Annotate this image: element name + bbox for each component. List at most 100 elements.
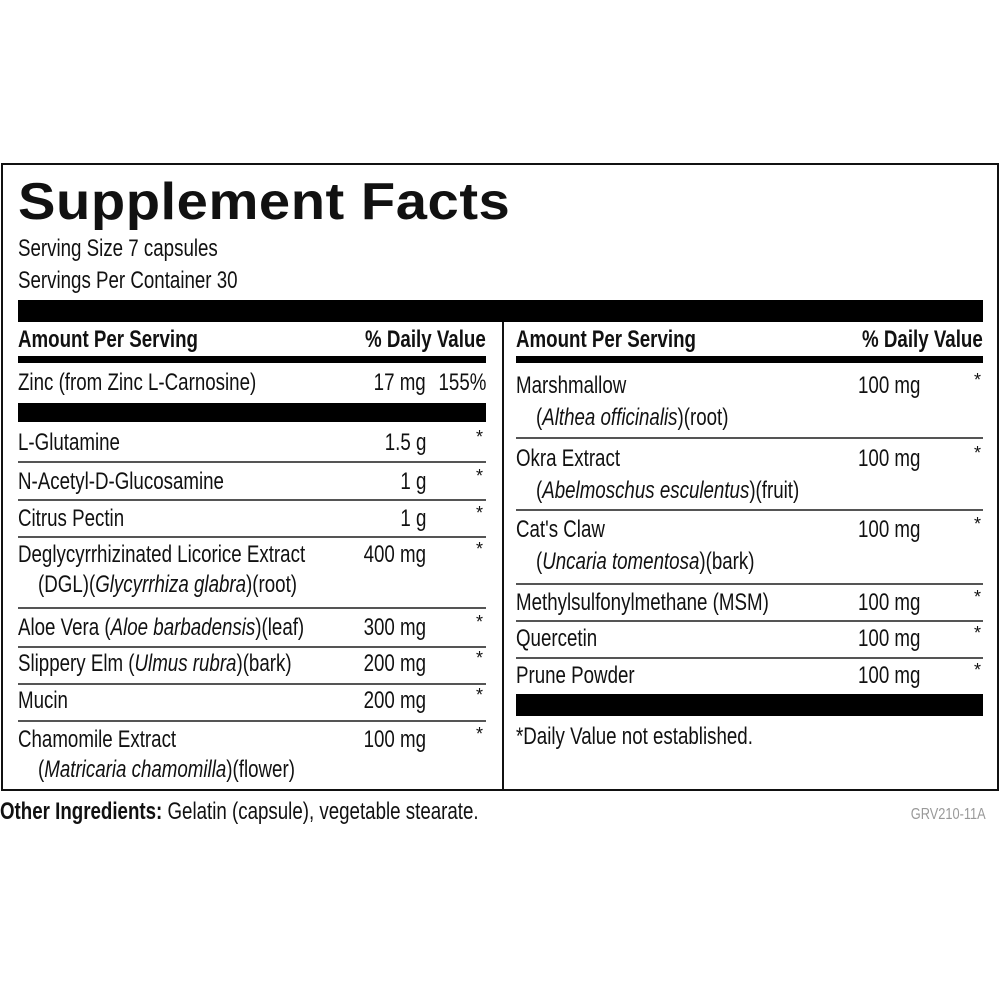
daily-value-asterisk: *: [476, 648, 484, 668]
sub-post: )(fruit): [749, 477, 800, 504]
right-bottom-bar: [516, 694, 983, 716]
left-header-rule: [18, 356, 486, 363]
other-ingredients: Other Ingredients: Gelatin (capsule), ve…: [0, 798, 479, 826]
ingredient-amount: 200 mg: [363, 687, 426, 714]
row-divider: [516, 437, 983, 439]
daily-value: 155%: [438, 369, 486, 396]
left-header-dv: % Daily Value: [365, 326, 486, 353]
daily-value-asterisk: *: [974, 660, 982, 680]
ingredient-amount: 100 mg: [858, 662, 921, 689]
servings-per-container: Servings Per Container 30: [18, 267, 238, 294]
supplement-facts-panel: [1, 163, 999, 791]
ingredient-amount: 200 mg: [363, 650, 426, 677]
name-post: )(leaf): [255, 614, 305, 641]
sub-italic: Abelmoschus esculentus: [542, 477, 750, 504]
ingredient-source: (Uncaria tomentosa)(bark): [536, 548, 754, 576]
serving-size: Serving Size 7 capsules: [18, 235, 218, 262]
row-divider: [516, 657, 983, 659]
daily-value-asterisk: *: [974, 587, 982, 607]
ingredient-name: Mucin: [18, 687, 68, 714]
ingredient-amount: 400 mg: [363, 541, 426, 568]
sub-post: )(root): [246, 571, 298, 598]
ingredient-name: Citrus Pectin: [18, 505, 125, 532]
daily-value-asterisk: *: [974, 443, 982, 463]
daily-value-asterisk: *: [476, 724, 484, 744]
other-ingredients-text: Gelatin (capsule), vegetable stearate.: [162, 798, 479, 825]
left-header-amount: Amount Per Serving: [18, 326, 198, 353]
ingredient-amount: 100 mg: [858, 445, 921, 472]
ingredient-source: (Althea officinalis)(root): [536, 404, 728, 432]
row-divider: [18, 646, 486, 648]
right-header-rule: [516, 356, 983, 363]
row-divider: [18, 499, 486, 501]
ingredient-amount: 17 mg: [373, 369, 426, 396]
row-divider: [18, 607, 486, 609]
ingredient-source: (DGL)(Glycyrrhiza glabra)(root): [38, 571, 297, 599]
sub-post: )(bark): [699, 548, 755, 575]
ingredient-amount: 100 mg: [858, 625, 921, 652]
sub-pre: (: [536, 404, 543, 431]
left-section-bar: [18, 403, 486, 422]
daily-value-asterisk: *: [476, 503, 484, 523]
sub-italic: Althea officinalis: [542, 404, 678, 431]
row-divider: [18, 720, 486, 722]
daily-value-asterisk: *: [974, 514, 982, 534]
other-ingredients-label: Other Ingredients:: [0, 798, 163, 825]
ingredient-amount: 100 mg: [363, 726, 426, 753]
ingredient-name: Chamomile Extract: [18, 726, 177, 753]
sub-italic: Glycyrrhiza glabra: [95, 571, 247, 598]
daily-value-asterisk: *: [476, 612, 484, 632]
ingredient-name: Slippery Elm (Ulmus rubra)(bark): [18, 650, 292, 678]
sub-pre: (: [536, 548, 543, 575]
ingredient-name: Zinc (from Zinc L-Carnosine): [18, 369, 257, 396]
right-header-dv: % Daily Value: [862, 326, 983, 353]
ingredient-source: (Abelmoschus esculentus)(fruit): [536, 477, 799, 505]
sub-pre: (: [38, 756, 45, 783]
ingredient-source: (Matricaria chamomilla)(flower): [38, 756, 295, 784]
ingredient-amount: 300 mg: [363, 614, 426, 641]
ingredient-name: Aloe Vera (Aloe barbadensis)(leaf): [18, 614, 304, 642]
sub-pre: (: [536, 477, 543, 504]
ingredient-name: Marshmallow: [516, 372, 627, 399]
name-pre: Slippery Elm (: [18, 650, 135, 677]
sub-italic: Uncaria tomentosa: [542, 548, 700, 575]
daily-value-asterisk: *: [476, 427, 484, 447]
name-italic: Ulmus rubra: [134, 650, 237, 677]
right-header-amount: Amount Per Serving: [516, 326, 696, 353]
row-divider: [18, 536, 486, 538]
sub-pre: (DGL)(: [38, 571, 96, 598]
column-divider: [502, 322, 504, 789]
daily-value-asterisk: *: [476, 539, 484, 559]
row-divider: [516, 583, 983, 585]
name-post: )(bark): [236, 650, 292, 677]
ingredient-name: L-Glutamine: [18, 429, 120, 456]
ingredient-amount: 100 mg: [858, 372, 921, 399]
daily-value-asterisk: *: [476, 466, 484, 486]
sub-post: )(root): [677, 404, 729, 431]
ingredient-name: N-Acetyl-D-Glucosamine: [18, 468, 224, 495]
page-title: Supplement Facts: [18, 173, 511, 231]
ingredient-amount: 1.5 g: [384, 429, 426, 456]
daily-value-asterisk: *: [974, 370, 982, 390]
ingredient-name: Prune Powder: [516, 662, 635, 689]
row-divider: [18, 461, 486, 463]
row-divider: [18, 683, 486, 685]
ingredient-name: Quercetin: [516, 625, 598, 652]
ingredient-name: Okra Extract: [516, 445, 621, 472]
name-italic: Aloe barbadensis: [110, 614, 256, 641]
ingredient-amount: 1 g: [399, 505, 426, 532]
row-divider: [516, 509, 983, 511]
daily-value-asterisk: *: [974, 623, 982, 643]
ingredient-name: Deglycyrrhizinated Licorice Extract: [18, 541, 306, 568]
footnote: *Daily Value not established.: [516, 723, 753, 750]
ingredient-amount: 100 mg: [858, 516, 921, 543]
ingredient-amount: 100 mg: [858, 589, 921, 616]
top-bar: [18, 300, 983, 322]
daily-value-asterisk: *: [476, 685, 484, 705]
row-divider: [516, 620, 983, 622]
ingredient-amount: 1 g: [399, 468, 426, 495]
ingredient-name: Methylsulfonylmethane (MSM): [516, 589, 769, 616]
sub-italic: Matricaria chamomilla: [44, 756, 227, 783]
name-pre: Aloe Vera (: [18, 614, 111, 641]
sub-post: )(flower): [226, 756, 295, 783]
